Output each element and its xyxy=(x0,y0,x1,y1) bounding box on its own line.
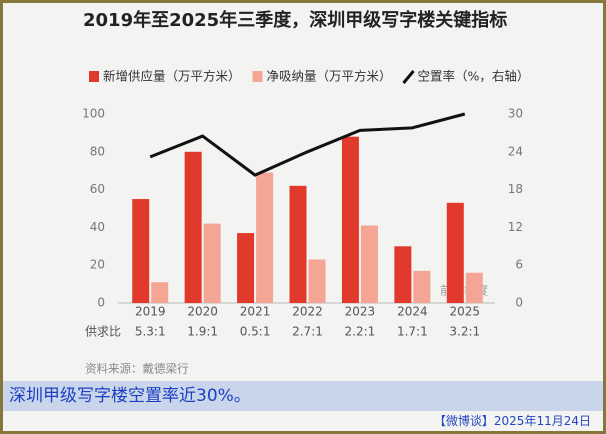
bar xyxy=(308,259,326,303)
chart-title: 2019年至2025年三季度，深圳甲级写字楼关键指标 xyxy=(83,9,507,31)
x-tick-label: 2023 xyxy=(345,305,376,319)
x-tick-label: 2021 xyxy=(240,305,271,319)
ratio: 1.9:1 xyxy=(187,325,218,339)
legend-marker xyxy=(402,70,415,84)
y2-tick-label: 30 xyxy=(508,107,523,121)
bar xyxy=(360,225,378,303)
x-tick-label: 2024 xyxy=(397,305,428,319)
bar xyxy=(151,282,169,303)
footer: 【微博谈】2025年11月24日 xyxy=(433,414,591,428)
bar xyxy=(237,233,255,303)
bar xyxy=(256,172,274,303)
y2-tick-label: 12 xyxy=(508,220,523,234)
y-tick-label: 60 xyxy=(90,182,105,196)
bar xyxy=(394,246,412,303)
x-tick-label: 2022 xyxy=(292,305,323,319)
y-tick-label: 40 xyxy=(90,220,105,234)
x-tick-label: 2019 xyxy=(135,305,166,319)
x-tick-label: 2020 xyxy=(187,305,218,319)
y2-tick-label: 0 xyxy=(515,296,523,310)
legend-label: 新增供应量（万平方米） xyxy=(103,69,241,84)
y2-tick-label: 24 xyxy=(508,144,523,158)
ratio: 5.3:1 xyxy=(135,325,166,339)
legend-marker xyxy=(89,71,99,82)
y2-tick-label: 18 xyxy=(508,182,523,196)
bar xyxy=(446,202,464,303)
bar xyxy=(132,199,150,303)
ratio: 1.7:1 xyxy=(397,325,428,339)
bar xyxy=(413,270,431,303)
bar xyxy=(341,136,359,303)
ratio: 2.2:1 xyxy=(345,325,376,339)
line xyxy=(149,112,466,177)
y-tick-label: 20 xyxy=(90,258,105,272)
ratio: 0.5:1 xyxy=(240,325,271,339)
ratio: 3.2:1 xyxy=(449,325,480,339)
y-tick-label: 80 xyxy=(90,144,105,158)
y2-tick-label: 6 xyxy=(515,258,523,272)
bar xyxy=(289,185,307,303)
bar xyxy=(184,151,202,303)
chart: 2019年至2025年三季度，深圳甲级写字楼关键指标 供求比 资料来源：戴德梁行… xyxy=(82,9,530,376)
legend-label: 净吸纳量（万平方米） xyxy=(267,69,392,84)
x-tick-label: 2025 xyxy=(450,305,481,319)
ratio: 2.7:1 xyxy=(292,325,323,339)
bar xyxy=(465,272,483,303)
y-tick-label: 100 xyxy=(82,107,105,121)
y-tick-label: 0 xyxy=(97,296,105,310)
legend-marker xyxy=(252,71,263,82)
caption: 深圳甲级写字楼空置率近30%。 xyxy=(3,381,603,411)
ratio-label: 供求比 xyxy=(85,325,121,339)
bar xyxy=(203,223,221,303)
source: 资料来源：戴德梁行 xyxy=(85,362,189,376)
legend-label: 空置率（%，右轴） xyxy=(418,69,530,84)
